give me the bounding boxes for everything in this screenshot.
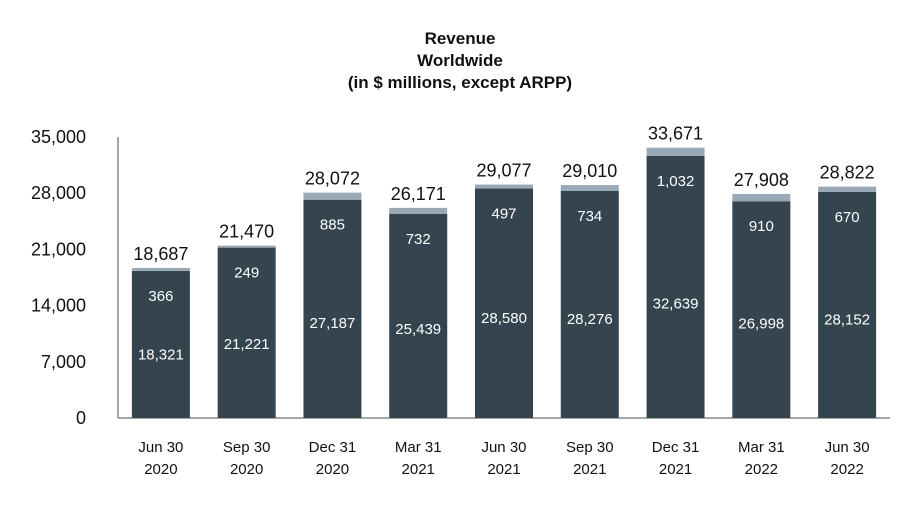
bar-top-segment [303,192,362,200]
bar-top-segment [732,193,791,202]
bar-top-value-label: 732 [406,231,431,248]
bar-total-label: 33,671 [648,124,703,144]
bar-top-value-label: 885 [320,217,345,234]
y-tick-label: 21,000 [31,239,86,259]
bar-top-segment [217,245,276,248]
x-category-label-year: 2021 [487,461,520,478]
bar-base-value-label: 32,639 [653,296,699,313]
y-tick-label: 0 [76,408,86,428]
bar-base-segment [217,247,276,418]
bar-top-segment [389,207,448,214]
chart-title: Revenue Worldwide (in $ millions, except… [0,28,920,94]
chart-title-line-3: (in $ millions, except ARPP) [347,73,573,92]
x-category-label-year: 2020 [230,461,263,478]
chart-title-line-1: Revenue [424,29,496,48]
bar-base-value-label: 28,276 [567,311,613,328]
x-category-label-date: Dec 31 [652,439,700,456]
chart-title-line-2: Worldwide [417,51,503,70]
bar-base-segment [303,199,362,418]
bar-base-segment [131,270,190,418]
bar-top-value-label: 249 [234,265,259,282]
bar-base-segment [732,201,791,418]
x-category-label-date: Sep 30 [566,439,614,456]
bar-total-label: 27,908 [734,170,789,190]
x-category-label-date: Mar 31 [395,439,442,456]
bar-base-segment [475,188,533,418]
x-category-label-date: Jun 30 [825,439,870,456]
bar-total-label: 18,687 [133,244,188,264]
y-tick-label: 7,000 [41,352,86,372]
x-category-label-year: 2021 [402,461,435,478]
bar-total-label: 29,010 [562,161,617,181]
bar-top-segment [818,186,877,192]
x-category-label-date: Jun 30 [138,439,183,456]
bar-base-segment [560,190,619,418]
bar-base-value-label: 28,580 [481,310,527,327]
bar-top-value-label: 366 [148,288,173,305]
bar-top-value-label: 910 [749,218,774,235]
x-category-label-year: 2022 [745,461,778,478]
bar-top-value-label: 497 [491,206,516,223]
bar-total-label: 21,470 [219,222,274,242]
x-category-label-year: 2020 [144,461,177,478]
x-category-label-date: Mar 31 [738,439,785,456]
bar-base-value-label: 18,321 [138,346,184,363]
x-category-label-date: Sep 30 [223,439,271,456]
bar-base-value-label: 21,221 [224,336,270,353]
y-tick-label: 35,000 [31,127,86,147]
y-tick-label: 28,000 [31,183,86,203]
bar-base-segment [646,155,705,419]
bar-base-segment [818,191,877,418]
bar-base-value-label: 25,439 [395,321,441,338]
x-category-label-date: Jun 30 [481,439,526,456]
bar-top-segment [131,267,190,271]
bar-top-segment [475,184,533,189]
bar-total-label: 28,822 [820,163,875,183]
x-category-label-year: 2020 [316,461,349,478]
x-category-label-year: 2021 [573,461,606,478]
bar-top-value-label: 670 [835,209,860,226]
x-category-label-year: 2021 [659,461,692,478]
bar-top-value-label: 1,032 [657,173,695,190]
bar-base-value-label: 27,187 [309,315,355,332]
y-tick-label: 14,000 [31,296,86,316]
x-category-label-date: Dec 31 [309,439,357,456]
bar-top-segment [646,147,705,156]
bar-base-segment [389,213,448,418]
bar-total-label: 28,072 [305,169,360,189]
bar-total-label: 29,077 [476,161,531,181]
bar-top-value-label: 734 [577,208,602,225]
bar-base-value-label: 28,152 [824,312,870,329]
x-category-label-year: 2022 [830,461,863,478]
bar-base-value-label: 26,998 [738,316,784,333]
bar-total-label: 26,171 [391,184,446,204]
bar-top-segment [560,185,619,191]
